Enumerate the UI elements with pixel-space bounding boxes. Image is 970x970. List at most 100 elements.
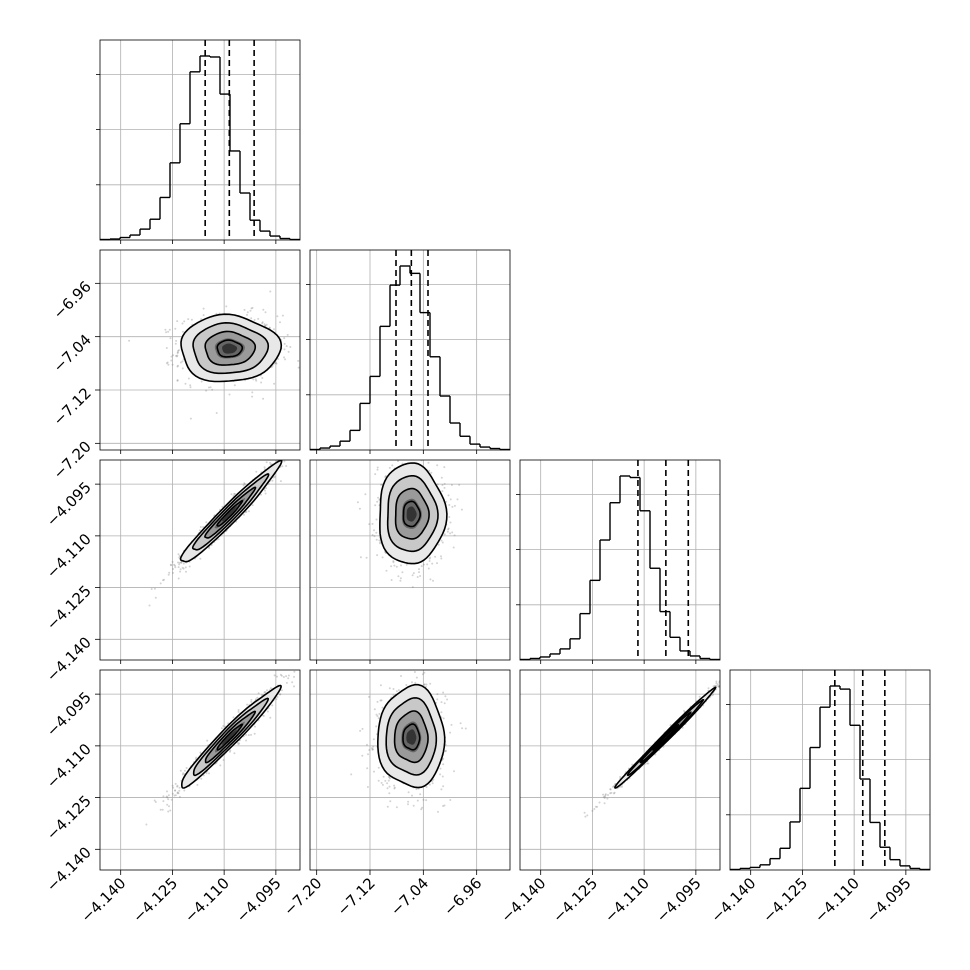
scatter-point bbox=[416, 576, 419, 578]
scatter-point bbox=[243, 482, 246, 485]
panel-frame bbox=[99, 39, 301, 241]
scatter-point bbox=[372, 745, 375, 748]
contour-line bbox=[216, 339, 244, 358]
scatter-point bbox=[167, 810, 170, 813]
scatter-point bbox=[403, 453, 405, 455]
scatter-point bbox=[447, 527, 450, 530]
scatter-point bbox=[373, 770, 375, 773]
scatter-point bbox=[451, 505, 454, 508]
scatter-point bbox=[449, 498, 452, 501]
scatter-point bbox=[168, 805, 170, 808]
scatter-point bbox=[264, 324, 267, 327]
contour-line bbox=[393, 710, 429, 764]
scatter-point bbox=[173, 794, 176, 797]
scatter-point bbox=[434, 555, 437, 558]
scatter-point bbox=[376, 500, 379, 503]
scatter-point bbox=[263, 323, 266, 326]
scatter-point bbox=[440, 711, 443, 714]
scatter-point bbox=[415, 788, 418, 791]
scatter-point bbox=[373, 529, 375, 532]
scatter-point bbox=[350, 773, 353, 776]
scatter-point bbox=[445, 500, 448, 503]
scatter-point bbox=[418, 568, 420, 571]
scatter-point bbox=[407, 800, 410, 803]
scatter-point bbox=[220, 727, 223, 730]
scatter-point bbox=[289, 346, 292, 348]
scatter-points bbox=[583, 680, 720, 818]
scatter-point bbox=[166, 796, 169, 799]
scatter-point bbox=[177, 553, 180, 556]
scatter-point bbox=[174, 327, 177, 330]
scatter-point bbox=[178, 789, 181, 792]
scatter-point bbox=[184, 382, 187, 385]
scatter-point bbox=[166, 803, 169, 806]
scatter-point bbox=[254, 378, 257, 381]
scatter-point bbox=[250, 733, 252, 736]
scatter-point bbox=[181, 322, 184, 325]
scatter-point bbox=[251, 395, 254, 398]
scatter-point bbox=[370, 747, 373, 750]
scatter-point bbox=[437, 810, 439, 813]
contour-line bbox=[216, 499, 244, 527]
scatter-point bbox=[269, 461, 272, 464]
scatter-point bbox=[172, 354, 175, 357]
scatter-point bbox=[389, 800, 392, 803]
scatter-point bbox=[247, 734, 250, 737]
scatter-point bbox=[268, 326, 271, 329]
scatter-point bbox=[718, 684, 720, 687]
scatter-panel-3-0 bbox=[99, 669, 301, 871]
scatter-point bbox=[165, 362, 168, 365]
scatter-point bbox=[388, 785, 391, 788]
scatter-point bbox=[392, 688, 395, 690]
scatter-point bbox=[200, 318, 203, 321]
scatter-point bbox=[219, 764, 222, 767]
scatter-point bbox=[436, 562, 438, 565]
scatter-point bbox=[265, 487, 268, 490]
scatter-point bbox=[176, 785, 179, 788]
scatter-point bbox=[281, 465, 284, 468]
scatter-point bbox=[421, 673, 424, 676]
scatter-point bbox=[375, 725, 378, 728]
scatter-point bbox=[237, 710, 240, 713]
scatter-point bbox=[260, 493, 262, 496]
scatter-point bbox=[447, 528, 450, 531]
scatter-point bbox=[423, 683, 426, 686]
scatter-point bbox=[262, 715, 265, 717]
scatter-point bbox=[437, 543, 440, 546]
scatter-point bbox=[440, 539, 443, 542]
scatter-point bbox=[172, 568, 175, 570]
scatter-point bbox=[208, 547, 211, 550]
scatter-point bbox=[276, 675, 278, 678]
scatter-point bbox=[609, 788, 612, 791]
scatter-point bbox=[237, 709, 240, 711]
scatter-point bbox=[178, 556, 181, 559]
scatter-point bbox=[395, 565, 398, 568]
scatter-point bbox=[376, 554, 379, 557]
scatter-point bbox=[381, 783, 384, 786]
scatter-point bbox=[185, 767, 188, 769]
scatter-point bbox=[153, 799, 156, 802]
scatter-point bbox=[164, 328, 167, 331]
scatter-point bbox=[169, 337, 172, 340]
scatter-point bbox=[400, 667, 402, 669]
scatter-point bbox=[177, 364, 179, 367]
scatter-point bbox=[375, 713, 378, 716]
scatter-point bbox=[449, 731, 452, 734]
scatter-point bbox=[165, 795, 168, 798]
scatter-point bbox=[238, 742, 241, 745]
scatter-point bbox=[423, 683, 426, 686]
scatter-point bbox=[277, 458, 279, 460]
scatter-point bbox=[176, 791, 179, 794]
scatter-point bbox=[174, 794, 177, 797]
scatter-point bbox=[250, 698, 253, 701]
scatter-point bbox=[264, 492, 267, 495]
scatter-points bbox=[350, 667, 467, 813]
scatter-point bbox=[176, 792, 179, 795]
scatter-point bbox=[187, 377, 190, 380]
scatter-point bbox=[233, 493, 236, 495]
scatter-point bbox=[271, 704, 274, 707]
scatter-point bbox=[376, 466, 379, 469]
scatter-point bbox=[273, 475, 276, 478]
scatter-point bbox=[273, 382, 276, 385]
scatter-point bbox=[431, 782, 434, 785]
